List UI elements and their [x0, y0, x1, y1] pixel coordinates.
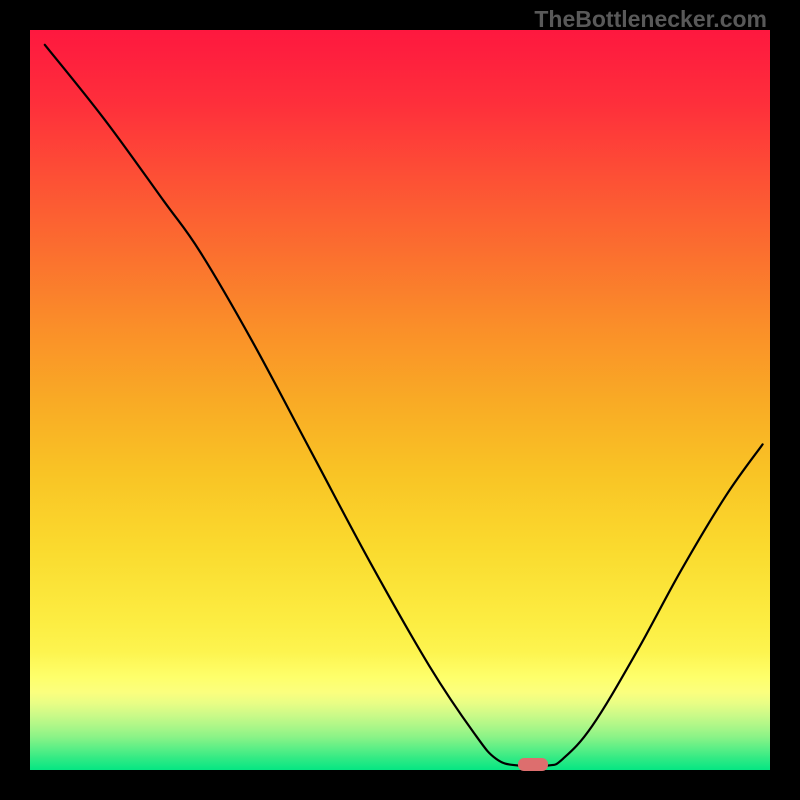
bottleneck-curve: [30, 30, 770, 770]
watermark-text: TheBottlenecker.com: [534, 6, 767, 33]
optimal-marker: [518, 758, 548, 771]
chart-stage: TheBottlenecker.com: [0, 0, 800, 800]
plot-area: [30, 30, 770, 770]
